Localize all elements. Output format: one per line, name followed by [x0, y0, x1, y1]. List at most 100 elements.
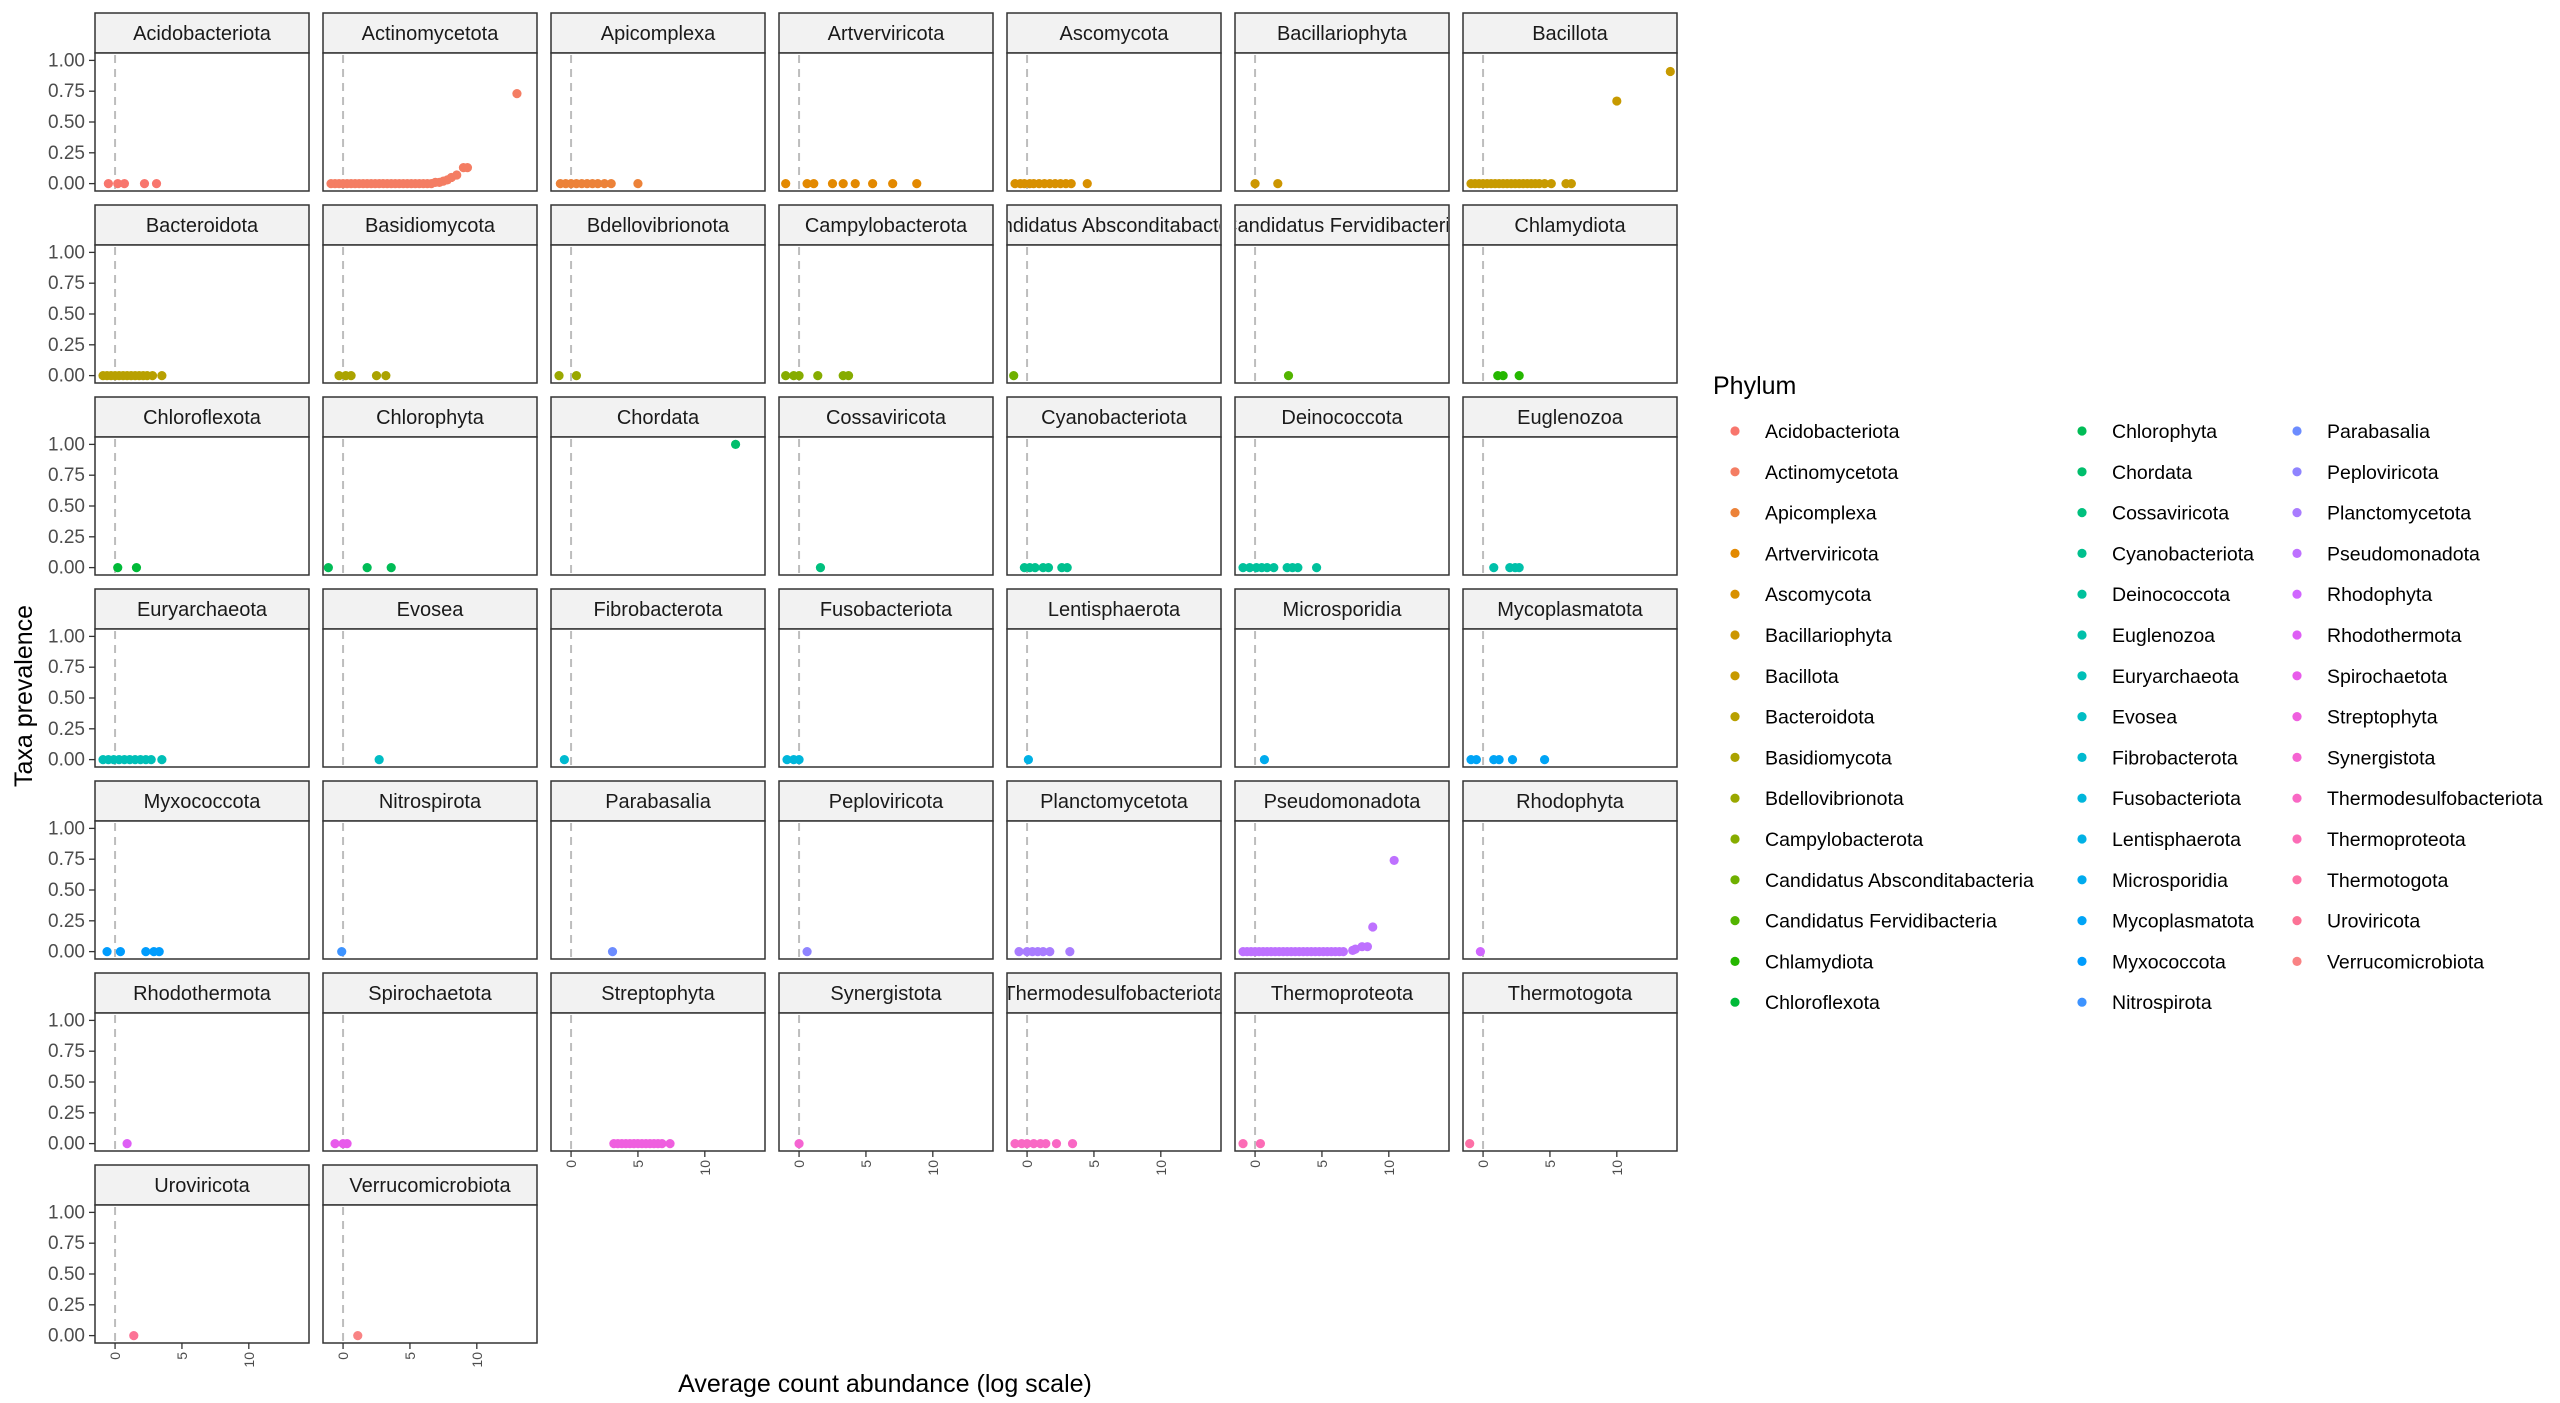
legend-label: Verrucomicrobiota — [2327, 951, 2484, 973]
facet-panel: Bacteroidota 0.00 0.25 0.50 0.75 1.00 — [48, 204, 310, 387]
data-point — [151, 179, 162, 189]
legend-label: Cyanobacteriota — [2112, 543, 2254, 565]
y-tick-label: 0.00 — [48, 366, 85, 387]
data-point — [794, 371, 804, 381]
data-point — [115, 947, 126, 957]
legend-item: Chlorophyta — [2077, 421, 2217, 443]
y-tick-label: 0.25 — [48, 911, 85, 932]
legend-title: Phylum — [1713, 372, 1796, 400]
facet-strip — [1006, 972, 1222, 1014]
legend-item: Uroviricota — [2292, 911, 2420, 933]
legend-label: Cossaviricota — [2112, 503, 2229, 525]
data-point — [607, 947, 618, 957]
facet-plot-area — [1006, 820, 1222, 960]
facet-strip — [322, 12, 538, 54]
data-point — [1062, 563, 1072, 573]
y-tick-label: 1.00 — [48, 434, 85, 455]
facet-strip — [1006, 588, 1222, 630]
facet-plot-area — [1462, 436, 1678, 576]
legend-item: Euryarchaeota — [2077, 666, 2239, 688]
facet-strip-label: Planctomycetota — [1040, 791, 1189, 813]
y-tick-label: 0.50 — [48, 1264, 85, 1285]
legend-label: Actinomycetota — [1765, 462, 1898, 484]
y-tick-label: 0.75 — [48, 273, 85, 294]
facet-plot-area — [322, 1012, 538, 1152]
facet-panel: Bacillota — [1462, 12, 1678, 192]
data-point — [1566, 179, 1576, 189]
facet-strip — [94, 204, 310, 246]
facet-strip — [1006, 396, 1222, 438]
legend-label: Euglenozoa — [2112, 625, 2215, 647]
data-point — [1255, 1139, 1266, 1149]
legend-label: Candidatus Fervidibacteria — [1765, 911, 1997, 933]
y-tick-label: 1.00 — [48, 626, 85, 647]
facet-panel: Euryarchaeota 0.00 0.25 0.50 0.75 1.00 — [48, 588, 310, 771]
data-point — [1238, 563, 1248, 573]
x-tick-label: 5 — [1086, 1160, 1102, 1168]
y-tick-label: 0.25 — [48, 335, 85, 356]
legend-item: Fusobacteriota — [2077, 788, 2241, 810]
facet-panel: Planctomycetota — [1006, 780, 1222, 960]
legend-item: Thermoproteota — [2292, 829, 2466, 851]
facet-strip — [94, 1164, 310, 1206]
data-point — [154, 947, 164, 957]
data-point — [1612, 96, 1622, 106]
data-point — [1514, 563, 1524, 573]
facet-panel: Rhodophyta — [1462, 780, 1678, 960]
facet-plot-area — [778, 628, 994, 768]
data-point — [1045, 947, 1055, 957]
facet-panel: Cossaviricota — [778, 396, 994, 576]
facet-strip — [550, 204, 766, 246]
legend-item: Acidobacteriota — [1730, 421, 1900, 443]
facet-strip — [1234, 396, 1450, 438]
facet-panel: Fibrobacterota — [550, 588, 766, 768]
legend-item: Euglenozoa — [2077, 625, 2215, 647]
facet-strip — [322, 1164, 538, 1206]
data-point — [1029, 1139, 1039, 1149]
facet-plot-area — [322, 52, 538, 192]
facet-panel: Rhodothermota 0.00 0.25 0.50 0.75 1.00 — [48, 972, 310, 1155]
facet-plot-area — [94, 1012, 310, 1152]
data-point — [146, 755, 156, 765]
facet-plot-area — [1462, 820, 1678, 960]
facet-panel: Verrucomicrobiota 0 5 10 — [322, 1164, 538, 1368]
legend-key — [2292, 834, 2302, 844]
legend-label: Candidatus Absconditabacteria — [1765, 870, 2034, 892]
legend-key — [2292, 712, 2302, 722]
facet-panel: Fusobacteriota — [778, 588, 994, 768]
facet-panel: Acidobacteriota 0.00 0.25 0.50 0.75 1.00 — [48, 12, 310, 195]
data-point — [1250, 179, 1260, 189]
legend-item: Spirochaetota — [2292, 666, 2447, 688]
facet-plot-area — [94, 628, 310, 768]
data-point — [119, 179, 130, 189]
data-point — [1293, 563, 1303, 573]
legend-label: Parabasalia — [2327, 421, 2430, 443]
data-point — [157, 755, 167, 765]
legend-item: Fibrobacterota — [2077, 747, 2238, 769]
facet-strip — [1234, 780, 1450, 822]
data-point — [665, 1139, 675, 1149]
data-point — [452, 170, 462, 180]
facet-panel: Lentisphaerota — [1006, 588, 1222, 768]
facet-panel: Thermotogota 0 5 10 — [1462, 972, 1678, 1176]
facet-panel: Cyanobacteriota — [1006, 396, 1222, 576]
data-point — [1082, 179, 1092, 189]
legend-item: Mycoplasmatota — [2077, 911, 2254, 933]
legend-label: Ascomycota — [1765, 584, 1871, 606]
data-point — [1030, 563, 1040, 573]
facet-strip-label: Euryarchaeota — [137, 599, 268, 621]
legend-key — [2077, 467, 2087, 477]
data-point — [794, 1139, 804, 1149]
data-point — [1238, 1139, 1248, 1149]
legend-item: Bacteroidota — [1730, 707, 1875, 729]
data-point — [1475, 947, 1485, 957]
x-tick-label: 10 — [241, 1352, 257, 1368]
facet-panel: Campylobacterota — [778, 204, 994, 384]
data-point — [657, 1139, 667, 1149]
y-tick-label: 0.75 — [48, 465, 85, 486]
legend-item: Lentisphaerota — [2077, 829, 2241, 851]
facet-plot-area — [1234, 820, 1450, 960]
legend-label: Artverviricota — [1765, 543, 1879, 565]
y-tick-label: 0.00 — [48, 558, 85, 579]
